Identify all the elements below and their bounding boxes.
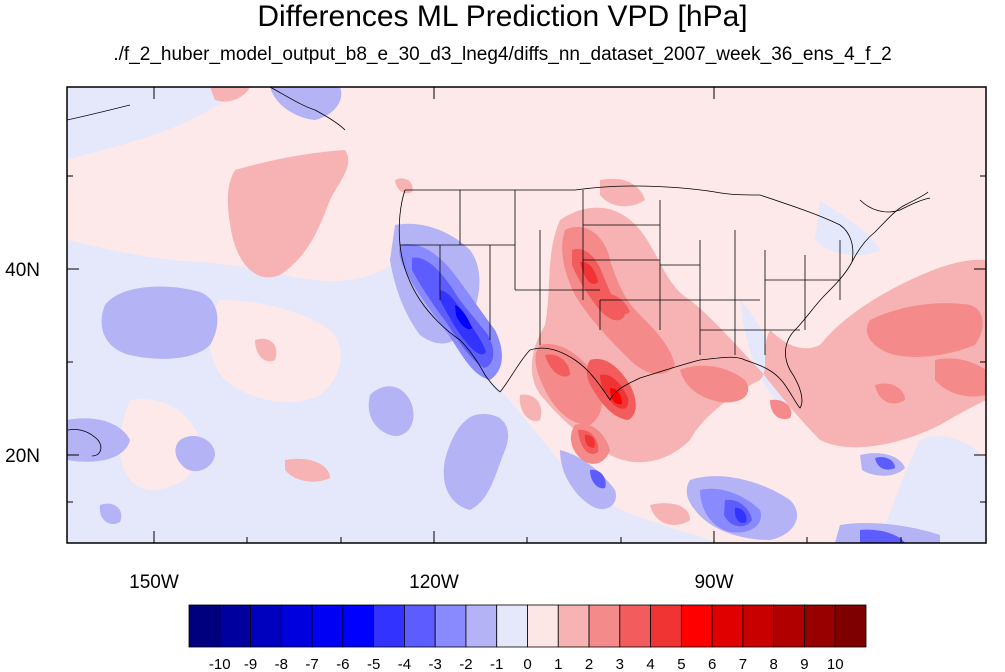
positive-anomaly-light-regions <box>210 87 986 525</box>
colorbar-label: -5 <box>367 656 380 672</box>
colorbar-swatch <box>711 604 744 648</box>
negative-anomaly-strong-regions <box>399 244 905 543</box>
colorbar-swatch <box>373 604 405 648</box>
colorbar-swatch <box>188 604 221 648</box>
colorbar-swatch <box>588 604 621 648</box>
colorbar-label: 2 <box>585 656 593 672</box>
lat-label-40n: 40N <box>5 260 40 281</box>
colorbar-swatch <box>650 604 682 648</box>
colorbar-label: 7 <box>739 656 747 672</box>
colorbar-swatch <box>280 604 313 648</box>
lat-label-20n: 20N <box>5 446 40 467</box>
colorbar-label: -10 <box>209 656 231 672</box>
colorbar-swatch <box>557 604 590 648</box>
negative-anomaly-medium-regions <box>67 87 940 543</box>
colorbar-swatch <box>496 604 528 648</box>
colorbar: -10 -9 -8 -7 -6 -5 -4 -3 -2 -1 0 1 2 3 4 5 6 7 8 9 10 <box>188 604 867 672</box>
positive-anomaly-strong-regions <box>545 248 636 454</box>
colorbar-label: -6 <box>336 656 349 672</box>
colorbar-swatch <box>434 604 467 648</box>
lon-label-120w: 120W <box>409 572 459 593</box>
colorbar-label: 3 <box>616 656 624 672</box>
colorbar-label: 9 <box>800 656 808 672</box>
map-title: Differences ML Prediction VPD [hPa] <box>257 0 748 33</box>
colorbar-label: 1 <box>554 656 562 672</box>
colorbar-swatch <box>804 604 836 648</box>
colorbar-swatch <box>742 604 775 648</box>
colorbar-swatch <box>834 604 867 648</box>
lon-label-150w: 150W <box>129 572 179 593</box>
colorbar-label: 10 <box>827 656 844 672</box>
colorbar-swatch <box>619 604 651 648</box>
colorbar-label: -9 <box>244 656 257 672</box>
colorbar-label: 4 <box>646 656 654 672</box>
map-subtitle: ./f_2_huber_model_output_b8_e_30_d3_lneg… <box>113 44 892 65</box>
colorbar-label: -8 <box>275 656 288 672</box>
colorbar-label: 0 <box>523 656 531 672</box>
colorbar-swatch <box>773 604 805 648</box>
colorbar-label: -3 <box>429 656 442 672</box>
map-tick-marks <box>67 87 986 543</box>
colorbar-swatch <box>680 604 713 648</box>
colorbar-swatch <box>342 604 375 648</box>
colorbar-label: 5 <box>677 656 685 672</box>
colorbar-label: -4 <box>398 656 411 672</box>
colorbar-swatch <box>465 604 498 648</box>
map-panel <box>67 87 986 543</box>
colorbar-swatch <box>404 604 436 648</box>
colorbar-swatch <box>219 604 251 648</box>
colorbar-label: -7 <box>305 656 318 672</box>
colorbar-swatch <box>250 604 282 648</box>
colorbar-label: 6 <box>708 656 716 672</box>
lon-label-90w: 90W <box>694 572 733 593</box>
colorbar-label: 8 <box>770 656 778 672</box>
colorbar-label: -2 <box>459 656 472 672</box>
colorbar-swatch <box>311 604 344 648</box>
coastlines-and-borders <box>67 87 931 457</box>
colorbar-swatch <box>527 604 559 648</box>
colorbar-label: -1 <box>490 656 503 672</box>
